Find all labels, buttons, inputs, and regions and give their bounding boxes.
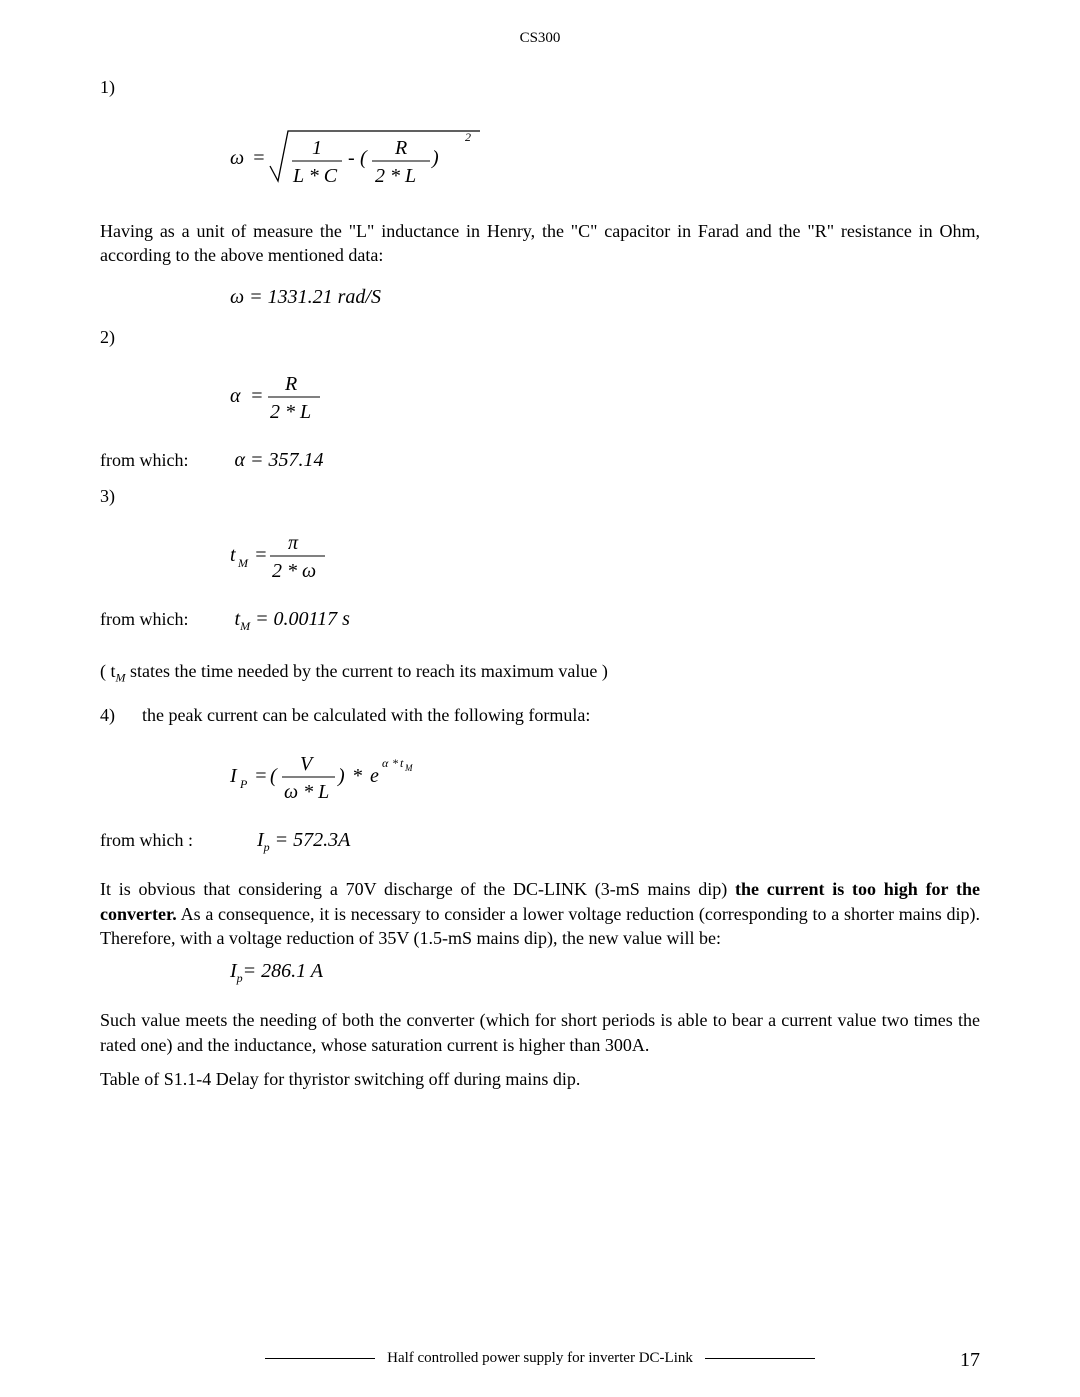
ip2-result: Ip= 286.1 A bbox=[230, 960, 980, 986]
page-header: CS300 bbox=[100, 30, 980, 47]
section-1-para: Having as a unit of measure the "L" indu… bbox=[100, 219, 980, 268]
ip-exp-tsub: M bbox=[404, 763, 413, 773]
page-number: 17 bbox=[960, 1349, 980, 1372]
section-4-para1: It is obvious that considering a 70V dis… bbox=[100, 877, 980, 950]
ip-exp-star: * bbox=[392, 756, 398, 770]
from-which-2: from which: bbox=[100, 450, 230, 471]
section-3-number: 3) bbox=[100, 486, 980, 507]
ip2-post: = 286.1 A bbox=[243, 960, 323, 982]
formula-alpha: α = R 2 * L bbox=[230, 366, 980, 431]
tm-note-sub: M bbox=[116, 670, 126, 684]
equals-2: = bbox=[250, 385, 264, 407]
ip-result: Ip = 572.3A bbox=[257, 829, 350, 855]
s4-para1-a: It is obvious that considering a 70V dis… bbox=[100, 879, 735, 899]
tm-t: t bbox=[230, 544, 236, 566]
section-4-intro: the peak current can be calculated with … bbox=[142, 705, 590, 725]
tm-result: tM = 0.00117 s bbox=[235, 608, 350, 634]
page-footer: Half controlled power supply for inverte… bbox=[0, 1350, 1080, 1367]
ip-res-post: = 572.3A bbox=[270, 829, 351, 851]
ip-star: * bbox=[352, 765, 362, 787]
alpha-den: 2 * L bbox=[270, 401, 311, 423]
from-which-3: from which: bbox=[100, 609, 230, 630]
ip-e: e bbox=[370, 765, 379, 787]
omega-result: ω = 1331.21 rad/S bbox=[230, 286, 980, 309]
section-2-number: 2) bbox=[100, 327, 980, 348]
alpha-result-line: from which: α = 357.14 bbox=[100, 449, 980, 472]
ip-result-line: from which : Ip = 572.3A bbox=[100, 829, 980, 855]
ip-I: I bbox=[229, 765, 238, 787]
tm-res-sub: M bbox=[240, 619, 250, 633]
equals-4: = bbox=[254, 765, 268, 787]
ip-exp-alpha: α bbox=[382, 756, 389, 770]
squared-exp: 2 bbox=[465, 130, 471, 144]
pi-symbol: π bbox=[288, 532, 299, 554]
ip-den: ω * L bbox=[284, 781, 329, 803]
frac1-num: 1 bbox=[312, 137, 322, 159]
minus: - bbox=[348, 147, 355, 169]
tm-note: ( tM states the time needed by the curre… bbox=[100, 659, 980, 686]
section-4-line: 4) the peak current can be calculated wi… bbox=[100, 705, 980, 726]
ip-res-pre: I bbox=[257, 829, 264, 851]
equals: = bbox=[252, 147, 266, 169]
formula-omega: ω = 1 L * C - ( R 2 * L ) 2 bbox=[230, 116, 980, 201]
equals-3: = bbox=[254, 544, 268, 566]
ip-close: ) bbox=[337, 765, 345, 787]
formula-ip: I P = ( V ω * L ) * e α * t M bbox=[230, 744, 980, 811]
ip-V: V bbox=[300, 753, 315, 775]
close-paren: ) bbox=[431, 147, 439, 169]
ip-open: ( bbox=[270, 765, 278, 787]
ip2-pre: I bbox=[230, 960, 237, 982]
s4-para1-c: As a consequence, it is necessary to con… bbox=[100, 904, 980, 948]
alpha-result: α = 357.14 bbox=[235, 449, 324, 472]
alpha-num: R bbox=[284, 373, 297, 395]
ip-exp-t: t bbox=[400, 756, 404, 770]
tm-res-post: = 0.00117 s bbox=[250, 608, 350, 630]
alpha-symbol: α bbox=[230, 385, 241, 407]
frac1-den: L * C bbox=[292, 165, 338, 187]
tm-sub: M bbox=[237, 556, 249, 570]
footer-line-left bbox=[265, 1358, 375, 1359]
footer-text: Half controlled power supply for inverte… bbox=[387, 1350, 693, 1366]
frac2-num: R bbox=[394, 137, 407, 159]
section-4-number: 4) bbox=[100, 705, 115, 725]
open-paren: ( bbox=[360, 147, 368, 169]
from-which-4: from which : bbox=[100, 830, 230, 851]
section-4-para3: Table of S1.1-4 Delay for thyristor swit… bbox=[100, 1067, 980, 1091]
footer-line-right bbox=[705, 1358, 815, 1359]
omega-symbol: ω bbox=[230, 147, 244, 169]
tm-den: 2 * ω bbox=[272, 560, 316, 582]
tm-result-line: from which: tM = 0.00117 s bbox=[100, 608, 980, 634]
tm-note-post: states the time needed by the current to… bbox=[126, 661, 608, 681]
page: CS300 1) ω = 1 L * C - ( R 2 * L ) 2 Hav… bbox=[0, 0, 1080, 1397]
tm-note-pre: ( t bbox=[100, 661, 116, 681]
formula-tm: t M = π 2 * ω bbox=[230, 525, 980, 590]
ip-P: P bbox=[239, 777, 248, 791]
section-4-para2: Such value meets the needing of both the… bbox=[100, 1008, 980, 1057]
frac2-den: 2 * L bbox=[375, 165, 416, 187]
section-1-number: 1) bbox=[100, 77, 980, 98]
